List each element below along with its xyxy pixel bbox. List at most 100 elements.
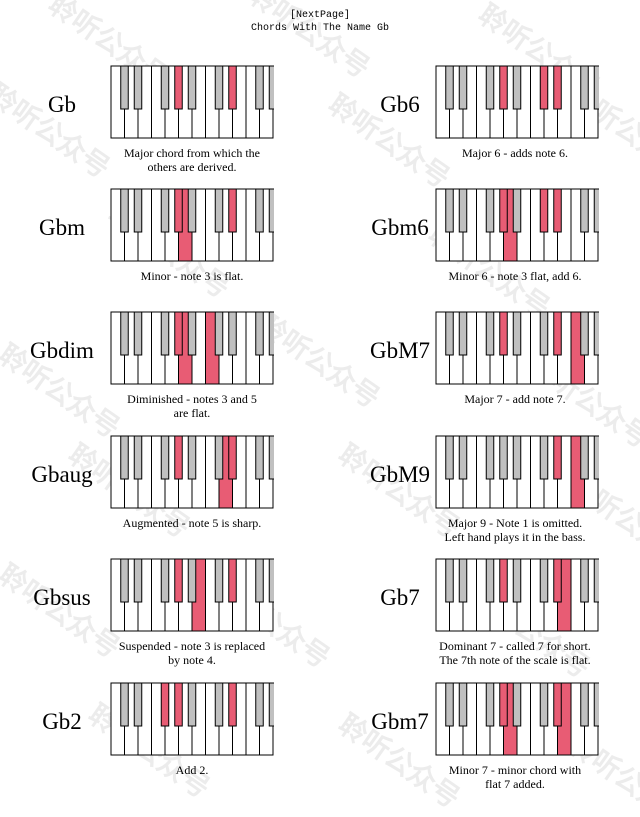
- chord-gb: Gb Major chord from which the others are d…: [0, 65, 320, 189]
- black-key: [160, 435, 170, 480]
- black-key: [160, 311, 170, 356]
- chord-description: Major 9 - Note 1 is omitted. Left hand pl…: [395, 516, 635, 544]
- black-key: [268, 311, 274, 356]
- black-key: [512, 311, 522, 356]
- chord-description: Add 2.: [72, 763, 312, 777]
- piano-keyboard: [435, 311, 599, 385]
- chord-description: Minor 6 - note 3 flat, add 6.: [395, 269, 635, 283]
- description-line: Major 9 - Note 1 is omitted.: [447, 516, 583, 530]
- black-key-highlighted: [174, 558, 183, 603]
- chord-gbsus: Gbsus Suspended - note 3 is replaced by no…: [0, 558, 320, 682]
- black-key: [458, 65, 468, 110]
- description-line: Minor 6 - note 3 flat, add 6.: [448, 269, 582, 283]
- chord-gbm9: GbM9 Major 9 - Note 1 is omitted. Left han…: [320, 435, 640, 559]
- black-key-highlighted: [553, 682, 562, 727]
- chord-gbm6: Gbm6 Minor 6 - note 3 flat, add 6.: [320, 188, 640, 312]
- black-key: [580, 558, 589, 603]
- black-key: [268, 682, 274, 727]
- chord-description: Minor 7 - minor chord with flat 7 added.: [395, 763, 635, 791]
- chord-description: Augmented - note 5 is sharp.: [72, 516, 312, 530]
- black-key: [593, 188, 599, 233]
- black-key: [255, 682, 264, 727]
- black-key: [512, 188, 522, 233]
- chord-gbaug: Gbaug Augmented - note 5 is sharp.: [0, 435, 320, 559]
- black-key-highlighted: [499, 558, 508, 603]
- description-line: are flat.: [173, 406, 211, 420]
- black-key: [120, 65, 129, 110]
- black-key-highlighted: [228, 558, 237, 603]
- black-key: [255, 188, 264, 233]
- black-key: [445, 682, 454, 727]
- black-key: [187, 682, 197, 727]
- black-key: [485, 311, 495, 356]
- piano-keyboard: [110, 188, 274, 262]
- black-key: [512, 65, 522, 110]
- description-line: Dominant 7 - called 7 for short.: [439, 639, 591, 653]
- chord-gb2: Gb2 Add 2.: [0, 682, 320, 806]
- black-key: [120, 188, 129, 233]
- piano-keyboard: [110, 558, 274, 632]
- description-line: Major chord from which the: [124, 146, 260, 160]
- black-key: [512, 558, 522, 603]
- black-key: [187, 311, 197, 356]
- black-key: [214, 188, 224, 233]
- black-key-highlighted: [553, 558, 562, 603]
- chord-description: Major 7 - add note 7.: [395, 392, 635, 406]
- black-key: [133, 558, 143, 603]
- black-key: [593, 65, 599, 110]
- chord-name: Gbdim: [30, 338, 94, 363]
- black-key: [539, 311, 549, 356]
- black-key-highlighted: [553, 311, 562, 356]
- chord-name: Gbm6: [371, 215, 429, 240]
- black-key-highlighted: [539, 65, 549, 110]
- description-line: The 7th note of the scale is flat.: [439, 653, 591, 667]
- black-key-highlighted: [160, 682, 170, 727]
- black-key: [133, 682, 143, 727]
- black-key: [580, 188, 589, 233]
- chord-name: Gbaug: [31, 462, 93, 487]
- black-key: [580, 682, 589, 727]
- black-key: [120, 682, 129, 727]
- chord-description: Major chord from which the others are der…: [72, 146, 312, 174]
- chord-name: GbM9: [369, 462, 431, 487]
- black-key: [593, 435, 599, 480]
- description-line: flat 7 added.: [485, 777, 545, 791]
- black-key: [539, 558, 549, 603]
- black-key: [445, 188, 454, 233]
- chord-name: GbM7: [369, 338, 431, 363]
- chord-gb7: Gb7 Dominant 7 - called 7 for short. The 7…: [320, 558, 640, 682]
- page-title: Chords With The Name Gb: [250, 23, 390, 34]
- piano-keyboard: [110, 311, 274, 385]
- black-key: [214, 558, 224, 603]
- black-key: [255, 65, 264, 110]
- black-key: [458, 188, 468, 233]
- next-page-link[interactable]: [NextPage]: [289, 10, 350, 21]
- chord-name: Gbsus: [33, 585, 91, 610]
- black-key: [214, 65, 224, 110]
- black-key-highlighted: [499, 188, 508, 233]
- chord-description: Diminished - notes 3 and 5 are flat.: [72, 392, 312, 420]
- chord-description: Suspended - note 3 is replaced by note 4.: [72, 639, 312, 667]
- description-line: Major 6 - adds note 6.: [462, 146, 568, 160]
- black-key-highlighted: [174, 65, 183, 110]
- black-key: [458, 682, 468, 727]
- black-key-highlighted: [228, 65, 237, 110]
- black-key: [187, 558, 197, 603]
- black-key: [120, 435, 129, 480]
- black-key: [458, 311, 468, 356]
- black-key: [160, 558, 170, 603]
- chord-gbm: Gbm Minor - note 3 is flat.: [0, 188, 320, 312]
- black-key: [187, 435, 197, 480]
- description-line: Diminished - notes 3 and 5: [127, 392, 257, 406]
- black-key: [214, 311, 224, 356]
- black-key: [512, 435, 522, 480]
- piano-keyboard: [435, 65, 599, 139]
- description-line: others are derived.: [147, 160, 237, 174]
- black-key: [268, 65, 274, 110]
- black-key: [539, 435, 549, 480]
- chord-name: Gb7: [380, 585, 420, 610]
- description-line: by note 4.: [168, 653, 216, 667]
- black-key: [160, 65, 170, 110]
- piano-keyboard: [110, 65, 274, 139]
